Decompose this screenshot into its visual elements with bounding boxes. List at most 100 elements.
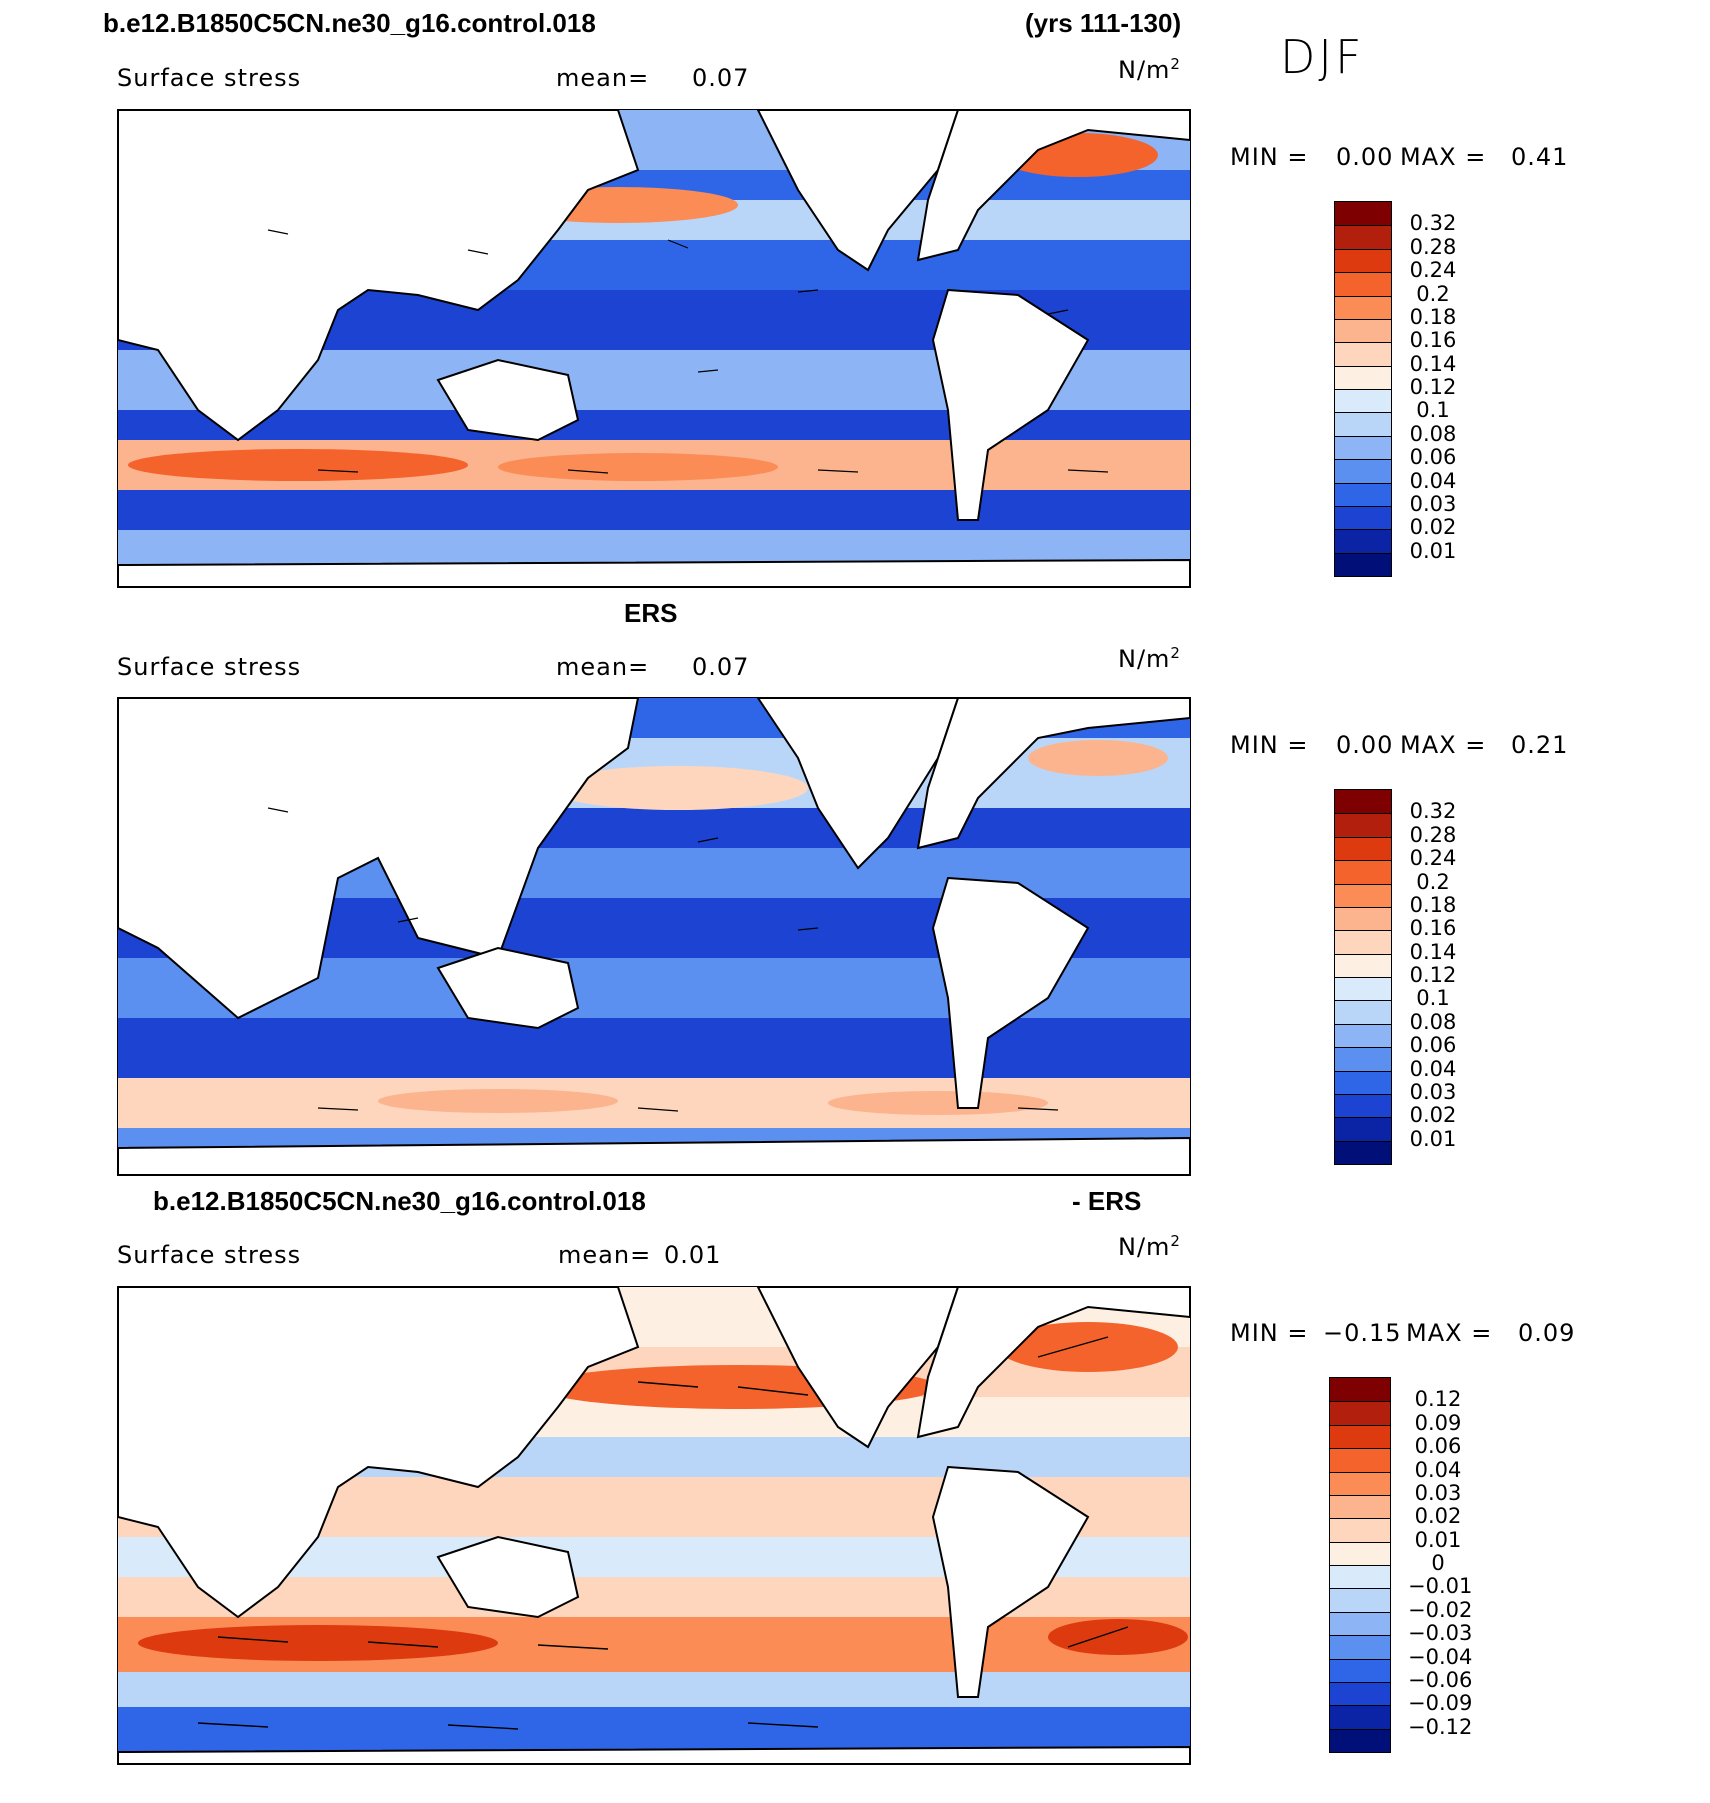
colorbar-tick-label: 0.24 (1409, 258, 1457, 283)
colorbar-swatch (1335, 482, 1391, 506)
colorbar-swatch (1330, 1448, 1390, 1472)
colorbar-tick-label: 0.06 (1409, 1033, 1457, 1058)
colorbar-swatch (1335, 459, 1391, 483)
colorbar-tick-label: 0.08 (1409, 421, 1457, 446)
units-label: N/m2 (1118, 644, 1181, 673)
diff-section-title-right: - ERS (1072, 1186, 1142, 1216)
colorbar-swatch (1335, 412, 1391, 436)
colorbar-tick-label: 0.32 (1409, 211, 1457, 236)
mean-label: mean= (556, 653, 650, 681)
season-label: DJF (1280, 30, 1365, 84)
max-label: MAX = (1400, 143, 1487, 171)
model-map-svg (118, 110, 1190, 587)
colorbar-tick-label: 0.12 (1409, 375, 1457, 399)
model-stress-map (117, 109, 1191, 588)
mean-value: 0.07 (692, 653, 750, 681)
colorbar-swatch (1330, 1541, 1390, 1565)
colorbar-tick-label: 0.03 (1414, 1480, 1462, 1505)
units-label: N/m2 (1118, 1232, 1181, 1261)
colorbar-tick-label: 0.24 (1409, 846, 1457, 871)
colorbar-swatch (1330, 1588, 1390, 1612)
colorbar-swatch (1335, 790, 1391, 814)
variable-label: Surface stress (117, 653, 302, 681)
colorbar-swatch (1335, 977, 1391, 1001)
min-label: MIN = (1230, 1319, 1309, 1347)
colorbar-tick-label: 0.1 (1416, 398, 1450, 423)
colorbar-swatch (1330, 1565, 1390, 1589)
colorbar-tick-label: 0.18 (1409, 304, 1457, 329)
diff-map-svg (118, 1287, 1190, 1764)
colorbar-tick-label: −0.09 (1408, 1691, 1473, 1716)
colorbar-swatch (1330, 1424, 1390, 1449)
colorbar-swatch (1335, 365, 1391, 389)
mean-label: mean= (556, 64, 650, 92)
colorbar-tick-label: 0 (1431, 1551, 1445, 1575)
max-label: MAX = (1400, 731, 1487, 759)
colorbar-swatch (1335, 1070, 1391, 1094)
colorbar-tick-label: 0.28 (1409, 234, 1457, 259)
colorbar-swatch (1330, 1494, 1390, 1519)
colorbar-tick-label: 0.08 (1409, 1009, 1457, 1034)
colorbar-tick-label: 0.03 (1409, 1079, 1457, 1104)
colorbar-tick-label: 0.01 (1414, 1527, 1462, 1552)
colorbar-swatch (1335, 272, 1391, 296)
min-value: −0.15 (1323, 1319, 1402, 1347)
colorbar-tick-label: 0.04 (1409, 1056, 1457, 1081)
ers-stress-map (117, 697, 1191, 1176)
units-label: N/m2 (1118, 55, 1181, 84)
colorbar-tick-label: 0.14 (1409, 939, 1457, 964)
max-value: 0.21 (1511, 731, 1569, 759)
colorbar-swatch (1335, 1023, 1391, 1048)
min-value: 0.00 (1336, 143, 1394, 171)
colorbar-tick-label: 0.16 (1409, 328, 1457, 353)
colorbar-swatch (1335, 552, 1391, 576)
colorbar-swatch (1335, 1000, 1391, 1024)
ers-colorbar (1334, 789, 1392, 1165)
obs-section-title: ERS (624, 598, 678, 628)
colorbar-tick-label: 0.2 (1416, 281, 1450, 306)
colorbar-swatch (1335, 202, 1391, 226)
colorbar-tick-label: 0.12 (1409, 963, 1457, 987)
model-colorbar (1334, 201, 1392, 577)
colorbar-tick-label: 0.32 (1409, 799, 1457, 824)
colorbar-swatch (1335, 318, 1391, 343)
colorbar-swatch (1335, 860, 1391, 884)
colorbar-swatch (1335, 342, 1391, 366)
colorbar-swatch (1335, 1140, 1391, 1164)
colorbar-tick-label: −0.01 (1408, 1574, 1473, 1599)
colorbar-swatch (1335, 295, 1391, 319)
colorbar-swatch (1335, 813, 1391, 837)
colorbar-tick-label: 0.01 (1409, 538, 1457, 563)
variable-label: Surface stress (117, 1241, 302, 1269)
colorbar-tick-label: −0.12 (1408, 1714, 1473, 1739)
mean-label: mean= (558, 1241, 652, 1269)
colorbar-swatch (1330, 1728, 1390, 1752)
colorbar-swatch (1330, 1401, 1390, 1425)
colorbar-swatch (1330, 1518, 1390, 1542)
variable-label: Surface stress (117, 64, 302, 92)
years-label: (yrs 111-130) (1025, 8, 1182, 38)
min-label: MIN = (1230, 143, 1309, 171)
colorbar-swatch (1335, 1047, 1391, 1071)
colorbar-swatch (1335, 529, 1391, 553)
colorbar-tick-label: 0.09 (1414, 1410, 1462, 1435)
colorbar-swatch (1335, 836, 1391, 861)
colorbar-swatch (1330, 1471, 1390, 1495)
colorbar-swatch (1335, 505, 1391, 530)
min-label: MIN = (1230, 731, 1309, 759)
colorbar-swatch (1335, 1117, 1391, 1141)
colorbar-swatch (1330, 1611, 1390, 1636)
colorbar-tick-label: 0.02 (1409, 515, 1457, 540)
colorbar-tick-label: 0.06 (1409, 445, 1457, 470)
colorbar-swatch (1335, 1093, 1391, 1118)
colorbar-swatch (1335, 953, 1391, 977)
colorbar-tick-label: 0.12 (1414, 1387, 1462, 1412)
colorbar-swatch (1330, 1658, 1390, 1682)
colorbar-swatch (1330, 1635, 1390, 1659)
colorbar-tick-label: 0.06 (1414, 1434, 1462, 1459)
colorbar-swatch (1330, 1681, 1390, 1706)
colorbar-tick-label: 0.2 (1416, 869, 1450, 894)
colorbar-swatch (1335, 883, 1391, 907)
colorbar-tick-label: 0.28 (1409, 822, 1457, 847)
colorbar-tick-label: 0.16 (1409, 916, 1457, 941)
